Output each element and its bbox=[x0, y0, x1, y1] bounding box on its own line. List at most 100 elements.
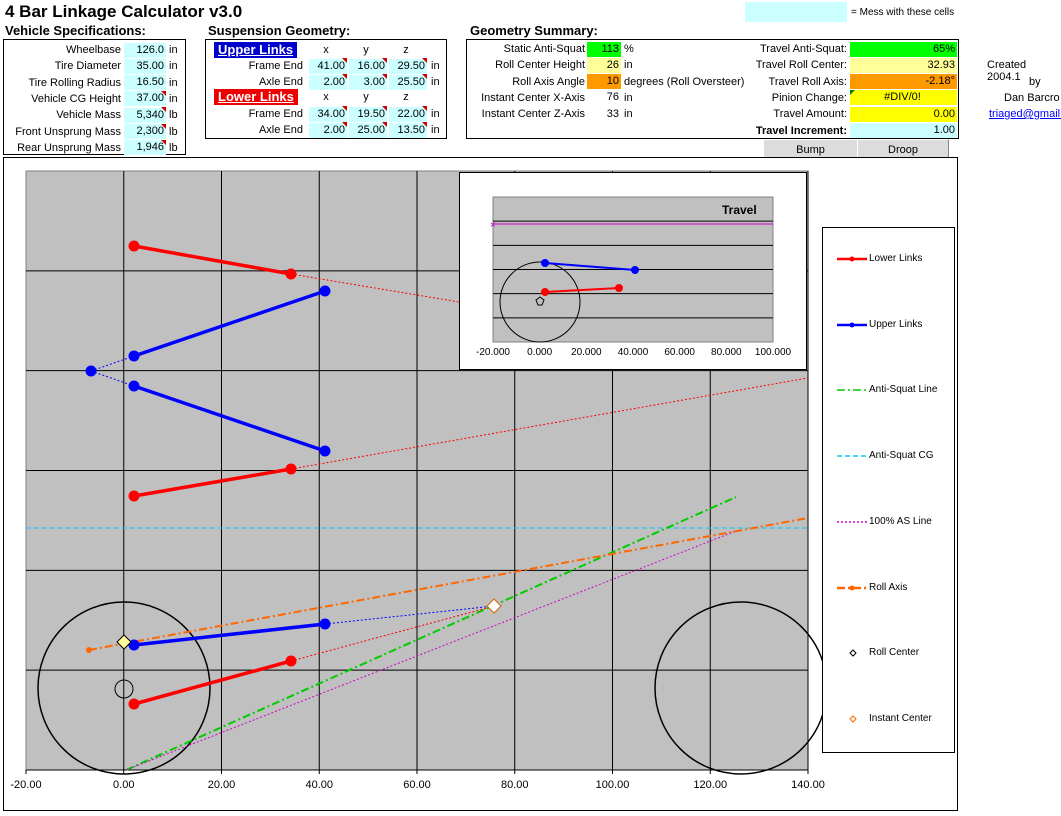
lower-link-extension-plan bbox=[290, 377, 809, 470]
comment-marker bbox=[342, 74, 347, 79]
anti-squat-line bbox=[125, 496, 737, 771]
upper-link-x-input[interactable]: 2.00 bbox=[309, 74, 347, 90]
legend-marker bbox=[849, 715, 857, 723]
comment-marker bbox=[161, 123, 166, 129]
legend-label: 100% AS Line bbox=[869, 515, 932, 527]
lower-link-extension-top bbox=[290, 273, 460, 303]
lower-link-z-input[interactable]: 13.50 bbox=[389, 122, 427, 138]
travel-lower-point bbox=[541, 288, 549, 296]
lower-link-unit: in bbox=[431, 124, 440, 136]
lower-link-side bbox=[133, 659, 292, 706]
chart-legend: Lower Links Upper Links Anti-Squat Line Ant… bbox=[822, 227, 955, 753]
legend-swatch bbox=[837, 455, 867, 457]
lower-link-y-input[interactable]: 25.00 bbox=[349, 122, 387, 138]
comment-marker bbox=[850, 89, 855, 95]
summary-unit: % bbox=[624, 43, 634, 55]
upper-link-top-b bbox=[133, 384, 326, 453]
col-y-header: y bbox=[363, 44, 369, 56]
legend-item: 100% AS Line bbox=[823, 513, 953, 533]
x-tick-label: 80.00 bbox=[500, 779, 529, 791]
x-tick-label: 60.00 bbox=[403, 779, 431, 791]
comment-marker bbox=[382, 106, 387, 111]
col-x-header: x bbox=[323, 44, 329, 56]
comment-marker bbox=[161, 139, 166, 145]
legend-label: Roll Center bbox=[869, 647, 920, 659]
legend-dot bbox=[849, 256, 855, 262]
legend-label: Upper Links bbox=[869, 318, 923, 330]
summary-travel-label: Travel Amount: bbox=[773, 108, 847, 121]
lower-link-x-input[interactable]: 2.00 bbox=[309, 122, 347, 138]
travel-roll-center bbox=[535, 296, 545, 306]
vehicle-spec-input[interactable]: 37.00 bbox=[124, 91, 166, 107]
comment-marker bbox=[382, 74, 387, 79]
legend-label: Roll Axis bbox=[869, 581, 908, 593]
vehicle-spec-input[interactable]: 1,946 bbox=[124, 140, 166, 156]
col-z-header: z bbox=[403, 44, 409, 56]
travel-as-marker: × bbox=[490, 220, 496, 231]
legend-marker bbox=[849, 649, 857, 657]
summary-travel-label: Pinion Change: bbox=[771, 91, 847, 104]
travel-increment-input[interactable]: 1.00 bbox=[850, 123, 957, 138]
upper-link-point bbox=[319, 285, 331, 297]
summary-unit: in bbox=[624, 108, 633, 121]
legend-label: Instant Center bbox=[869, 712, 932, 724]
lower-link-z-input[interactable]: 22.00 bbox=[389, 106, 427, 122]
legend-item: Roll Axis bbox=[823, 579, 953, 599]
summary-travel-value: 65% bbox=[850, 41, 957, 57]
legend-label: Anti-Squat CG bbox=[869, 450, 934, 462]
lower-link-x-input[interactable]: 34.00 bbox=[309, 106, 347, 122]
vehicle-spec-input[interactable]: 2,300 bbox=[124, 124, 166, 139]
legend-item: Roll Center bbox=[823, 644, 953, 664]
vehicle-spec-unit: lb bbox=[169, 109, 178, 122]
vehicle-spec-input[interactable]: 35.00 bbox=[124, 58, 166, 74]
col-x-header-lower: x bbox=[323, 91, 329, 103]
upper-link-side bbox=[133, 622, 326, 647]
legend-swatch bbox=[849, 715, 857, 723]
upper-link-z-input[interactable]: 29.50 bbox=[389, 58, 427, 74]
vehicle-spec-unit: in bbox=[169, 60, 178, 73]
comment-marker bbox=[422, 122, 427, 127]
vehicle-spec-unit: lb bbox=[169, 125, 178, 138]
upper-link-x-input[interactable]: 41.00 bbox=[309, 58, 347, 74]
legend-swatch bbox=[849, 649, 857, 657]
lower-link-unit: in bbox=[431, 108, 440, 120]
rear-wheel bbox=[37, 601, 211, 775]
vehicle-spec-label: Vehicle Mass bbox=[56, 109, 121, 122]
lower-link-point bbox=[285, 655, 297, 667]
lower-link-top-a bbox=[133, 244, 292, 276]
travel-upper-point bbox=[541, 259, 549, 267]
travel-lower-point bbox=[615, 284, 623, 292]
vehicle-spec-input[interactable]: 126.0 bbox=[124, 42, 166, 58]
credits-email-link[interactable]: triaged@gmail. bbox=[989, 108, 1061, 120]
summary-value: 76 bbox=[606, 91, 619, 104]
x-tick-label: 120.00 bbox=[693, 779, 728, 791]
upper-link-z-input[interactable]: 25.50 bbox=[389, 74, 427, 90]
col-y-header-lower: y bbox=[363, 91, 369, 103]
x-tick-label: 20.00 bbox=[207, 779, 236, 791]
x-tick-label: 40.00 bbox=[305, 779, 334, 791]
credits-created: Created 2004.1 bbox=[987, 59, 1027, 83]
vehicle-spec-input[interactable]: 16.50 bbox=[124, 75, 166, 91]
roll-center-marker bbox=[116, 634, 132, 650]
vehicle-spec-input[interactable]: 5,340 bbox=[124, 107, 166, 123]
vehicle-spec-label: Front Unsprung Mass bbox=[15, 125, 121, 138]
upper-link-unit: in bbox=[431, 60, 440, 72]
upper-link-y-input[interactable]: 3.00 bbox=[349, 74, 387, 90]
comment-marker bbox=[382, 122, 387, 127]
upper-link-point bbox=[128, 380, 140, 392]
suspension-panel: Upper Links x y z Lower Links x y z Fram… bbox=[205, 39, 447, 139]
summary-unit: in bbox=[624, 91, 633, 104]
summary-unit: in bbox=[624, 59, 633, 72]
summary-travel-value: 0.00 bbox=[850, 106, 957, 122]
lower-link-point bbox=[285, 268, 297, 280]
summary-heading: Geometry Summary: bbox=[470, 23, 598, 38]
summary-label: Instant Center Z-Axis bbox=[481, 108, 585, 121]
as-100-line bbox=[125, 530, 737, 771]
vehicle-spec-label: Vehicle CG Height bbox=[31, 92, 121, 105]
upper-link-y-input[interactable]: 16.00 bbox=[349, 58, 387, 74]
lower-link-y-input[interactable]: 19.50 bbox=[349, 106, 387, 122]
legend-swatch bbox=[837, 256, 867, 262]
travel-x-tick-label: -20.000 bbox=[476, 347, 510, 358]
lower-link-extension-side bbox=[290, 605, 495, 662]
summary-label: Roll Axis Angle bbox=[512, 75, 585, 88]
